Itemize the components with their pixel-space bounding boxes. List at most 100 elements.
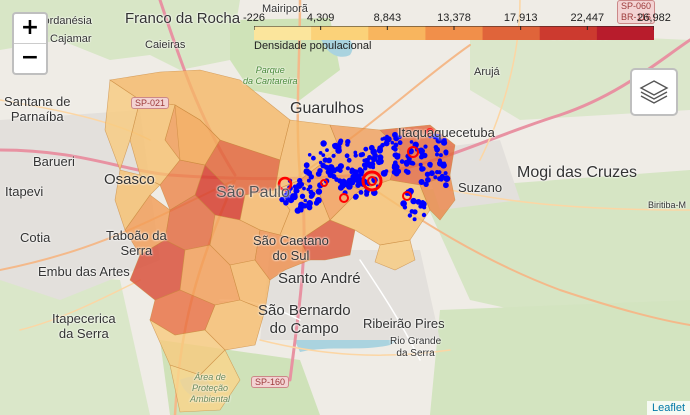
legend-color-step (596, 26, 654, 40)
legend-color-step (254, 26, 312, 40)
road-shield-sp-060: SP-060 BR-116 (617, 0, 656, 24)
place-label-biritiba: Biritiba-M (648, 200, 687, 210)
data-point (306, 178, 311, 183)
data-point (418, 179, 425, 185)
data-point (299, 193, 306, 199)
data-point (390, 140, 395, 145)
layers-control-button[interactable] (630, 68, 678, 116)
data-point (395, 168, 402, 175)
zoom-out-button[interactable]: − (14, 43, 46, 73)
place-label-itaquaquecetuba: Itaquaquecetuba (398, 125, 495, 140)
place-label-mogi-das-cruzes: Mogi das Cruzes (517, 164, 638, 181)
place-label-cotia: Cotia (20, 230, 51, 245)
data-point (443, 149, 449, 155)
place-label-barueri: Barueri (33, 154, 75, 169)
place-label-mairipora: Mairiporã (262, 3, 308, 15)
data-point (337, 184, 344, 191)
data-point (323, 164, 330, 170)
data-point (294, 207, 301, 214)
data-point (407, 213, 413, 218)
legend-tick-label: 22,447 (570, 12, 605, 24)
data-point (364, 191, 370, 197)
legend-color-step (539, 26, 598, 40)
data-point (412, 217, 417, 222)
data-point (410, 161, 415, 166)
data-point (302, 186, 306, 191)
place-label-area-protecao: Área de Proteção Ambiental (190, 372, 231, 404)
data-point (429, 170, 435, 177)
data-point (346, 157, 352, 163)
data-point (371, 165, 376, 170)
data-point (412, 209, 418, 215)
place-label-ribeirao-pires: Ribeirão Pires (363, 316, 445, 331)
place-label-sao-caetano-do-sul: São Caetano do Sul (253, 233, 329, 263)
data-point (347, 183, 352, 188)
place-label-cajamar: Cajamar (50, 33, 92, 45)
data-point (279, 196, 285, 203)
data-point (331, 153, 336, 158)
data-point (400, 200, 407, 207)
data-point (315, 171, 322, 177)
data-point (384, 137, 388, 142)
data-point (392, 146, 398, 152)
place-label-sao-bernardo-do-campo: São Bernardo do Campo (258, 302, 351, 337)
data-point (403, 168, 409, 174)
data-point (306, 187, 311, 192)
legend-colorbar (254, 26, 654, 40)
data-point (421, 212, 427, 218)
data-point (345, 142, 350, 147)
data-point (419, 166, 425, 172)
data-point (303, 162, 310, 169)
layers-icon (639, 80, 669, 104)
data-point (397, 140, 403, 146)
data-point (365, 163, 370, 168)
data-point (410, 197, 417, 205)
data-point (445, 177, 450, 182)
data-point (392, 131, 398, 138)
data-point (307, 153, 312, 157)
data-point (438, 153, 443, 158)
place-label-taboao-da-serra: Taboão da Serra (106, 228, 167, 258)
color-legend: -226 4,309 8,843 13,378 17,913 22,447 26,982 D… (243, 4, 671, 52)
data-point (311, 155, 316, 161)
place-label-osasco: Osasco (104, 171, 155, 188)
data-point (437, 170, 442, 175)
data-point (341, 179, 347, 185)
legend-tick-label: 4,309 (306, 12, 335, 24)
highlight-circle (320, 179, 328, 187)
data-point (360, 152, 366, 157)
data-point (423, 181, 429, 187)
data-point (404, 161, 410, 167)
data-point (336, 144, 342, 150)
place-label-suzano: Suzano (458, 180, 503, 195)
data-point (297, 177, 303, 184)
data-point (424, 171, 431, 177)
zoom-control: + − (12, 12, 48, 75)
attribution-link[interactable]: Leaflet (646, 401, 690, 415)
data-point (325, 148, 329, 153)
highlight-circle (277, 176, 293, 192)
data-point (338, 138, 344, 144)
zoom-in-button[interactable]: + (20, 15, 40, 40)
data-point (443, 182, 449, 189)
legend-tick-label: -226 (242, 12, 266, 24)
data-point (376, 147, 383, 154)
data-point (320, 140, 327, 147)
data-point (433, 145, 439, 150)
data-point (422, 205, 427, 210)
data-point (439, 173, 445, 179)
data-point (308, 174, 314, 180)
road-shield-sp-021: SP-021 (131, 97, 170, 109)
data-point (321, 153, 326, 158)
highlight-circle (407, 146, 419, 158)
place-label-santana-de-parnaiba: Santana de Parnaíba (4, 94, 71, 124)
legend-color-step (425, 26, 484, 40)
data-point (393, 152, 399, 157)
legend-tick-label: 13,378 (437, 12, 471, 24)
data-point (283, 200, 289, 206)
data-point (437, 160, 444, 167)
data-point (435, 152, 439, 157)
choropleth-sao-paulo (104, 69, 456, 413)
